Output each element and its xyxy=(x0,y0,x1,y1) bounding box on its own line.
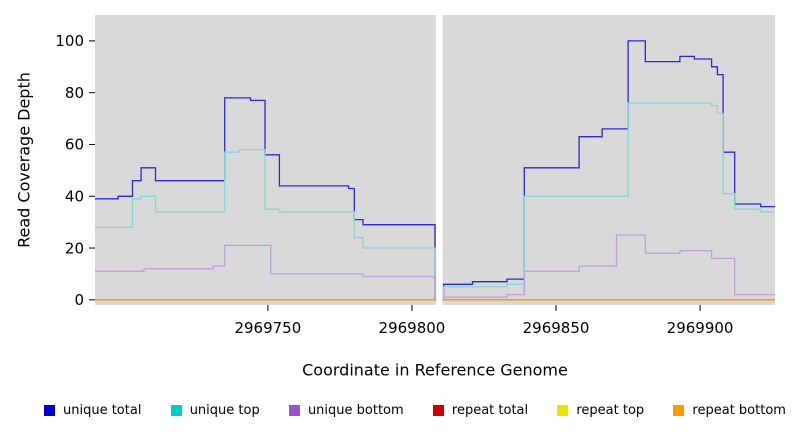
y-axis-title: Read Coverage Depth xyxy=(14,72,34,248)
legend-item-unique-total: unique total xyxy=(44,403,141,418)
legend-label: repeat top xyxy=(576,402,645,418)
y-tick-label: 20 xyxy=(65,239,84,257)
x-tick-label: 2969850 xyxy=(523,319,590,337)
legend: unique total unique top unique bottom re… xyxy=(44,398,786,422)
y-tick-label: 40 xyxy=(65,188,84,206)
unique-total-swatch-icon xyxy=(44,404,55,416)
y-tick-label: 0 xyxy=(74,291,84,309)
legend-item-repeat-total: repeat total xyxy=(432,402,529,418)
series-path-unique-top xyxy=(95,102,775,301)
x-tick-label: 2969900 xyxy=(667,319,734,337)
y-tick-label: 100 xyxy=(55,32,84,50)
y-tick-label: 60 xyxy=(65,136,84,154)
x-tick-label: 2969800 xyxy=(379,319,446,337)
legend-item-unique-bottom: unique bottom xyxy=(288,402,404,418)
unique-top-swatch-icon xyxy=(170,404,182,416)
repeat-top-swatch-icon xyxy=(557,404,569,416)
legend-label: unique bottom xyxy=(307,402,404,418)
legend-label: unique total xyxy=(63,402,142,418)
repeat-total-swatch-icon xyxy=(432,404,444,416)
x-tick-label: 2969750 xyxy=(234,319,301,337)
legend-item-unique-top: unique top xyxy=(170,402,260,418)
gap-band xyxy=(436,15,443,305)
legend-label: unique top xyxy=(189,402,260,418)
series-path-unique-bottom xyxy=(95,234,775,301)
repeat-bottom-swatch-icon xyxy=(673,404,685,416)
y-tick-label: 80 xyxy=(65,84,84,102)
legend-item-repeat-top: repeat top xyxy=(557,403,644,418)
unique-bottom-swatch-icon xyxy=(288,404,300,416)
legend-label: repeat total xyxy=(451,402,529,418)
legend-item-repeat-bottom: repeat bottom xyxy=(673,403,786,418)
legend-label: repeat bottom xyxy=(692,402,786,418)
x-axis-title: Coordinate in Reference Genome xyxy=(302,360,568,380)
